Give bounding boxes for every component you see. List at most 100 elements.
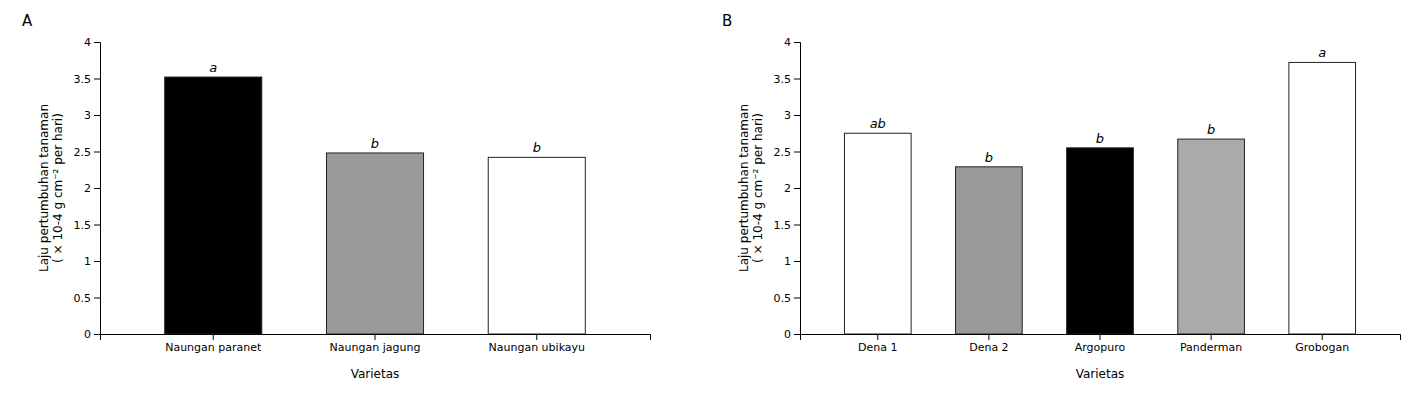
tick-label: 3.5 [74,73,92,86]
x-axis-title: Varietas [351,367,400,381]
tick-label: 0 [84,328,91,341]
x-axis: Naungan paranet Naungan jagung Naungan ubi… [101,334,651,354]
annotation: b [1096,131,1104,146]
tick-mark [794,115,800,116]
tick: Naungan jagung [330,334,421,354]
tick: 3.5 [74,73,101,86]
tick: Naungan paranet [165,334,262,354]
y-axis-title-line: ( × 10-4 g cm⁻² per hari) [751,113,765,263]
panel: ab b b b a 0 0.5 1 1.5 2 2.5 3 3.5 4 Dena 1 Dena 2 Argop… [722,12,1401,381]
tick-label: Dena 2 [969,341,1008,354]
tick-label: Grobogan [1295,341,1349,354]
bar [1067,148,1134,334]
tick-mark [794,152,800,153]
tick-label: Naungan paranet [165,341,262,354]
tick-label: 3 [84,109,91,122]
tick: 1.5 [774,219,801,232]
annotation: b [533,140,541,155]
tick-label: Panderman [1180,341,1242,354]
tick-mark [94,115,100,116]
tick-mark [1322,334,1323,340]
y-axis-title: Laju pertumbuhan tanaman( × 10-4 g cm⁻² … [737,104,765,272]
bar [165,77,262,334]
tick-mark [794,298,800,299]
tick: Grobogan [1295,334,1349,354]
tick: 1 [84,255,100,268]
bars [165,77,586,334]
tick-mark [375,334,376,340]
tick-label: 2 [784,182,791,195]
tick-label: 2.5 [74,146,92,159]
panel-title: B [722,12,732,30]
tick-label: 2 [84,182,91,195]
tick: 4 [84,36,100,49]
bar [488,157,585,334]
tick-label: Naungan ubikayu [489,341,586,354]
tick: Panderman [1180,334,1242,354]
panel: abb00.511.522.533.54Naungan paranetNaung… [22,12,651,381]
annotations: abb [209,60,541,155]
tick-mark [94,152,100,153]
bar [326,153,423,334]
tick-mark [94,334,100,335]
axis-line [794,43,801,335]
tick-mark [536,334,537,340]
tick: 1.5 [74,219,101,232]
bar [1178,139,1245,334]
x-axis-title: Varietas [1076,367,1125,381]
tick-label: 2.5 [774,146,792,159]
tick-mark [794,225,800,226]
y-axis: 0 0.5 1 1.5 2 2.5 3 3.5 4 [74,36,101,341]
panel-title: A [22,12,33,30]
tick: Dena 1 [858,334,897,354]
tick: 2.5 [774,146,801,159]
bar [956,167,1023,334]
tick-mark [794,334,800,335]
tick-mark [794,42,800,43]
tick-label: 1 [784,255,791,268]
annotation: a [1318,45,1326,60]
tick-label: Naungan jagung [330,341,421,354]
axis-line [101,335,651,341]
tick: 0 [784,328,800,341]
axis-line [801,335,1401,341]
tick: 0.5 [774,292,801,305]
tick-label: Argopuro [1075,341,1126,354]
tick-mark [94,261,100,262]
annotation: b [1207,122,1215,137]
tick-mark [877,334,878,340]
bar [1289,62,1356,334]
tick-label: Dena 1 [858,341,897,354]
annotation: ab [870,116,886,131]
tick: 2 [84,182,100,195]
annotations: ab b b b a [870,45,1327,164]
tick: Naungan ubikayu [489,334,586,354]
tick-label: 4 [84,36,91,49]
tick: 1 [784,255,800,268]
tick-label: 1.5 [774,219,792,232]
tick-mark [94,42,100,43]
tick-mark [794,261,800,262]
tick-label: 3 [784,109,791,122]
tick: 3 [84,109,100,122]
tick-label: 4 [784,36,791,49]
chart-svg: abb00.511.522.533.54Naungan paranetNaung… [0,0,1424,396]
y-axis-title-line: Laju pertumbuhan tanaman [37,104,51,272]
tick-mark [94,79,100,80]
tick-mark [1211,334,1212,340]
tick-mark [988,334,989,340]
tick-label: 1 [84,255,91,268]
tick-label: 1.5 [74,219,92,232]
tick-label: 3.5 [774,73,792,86]
tick: Dena 2 [969,334,1008,354]
tick-mark [94,298,100,299]
tick: 0 [84,328,100,341]
tick: 0.5 [74,292,101,305]
y-axis-title: Laju pertumbuhan tanaman( × 10-4 g cm⁻² … [37,104,65,272]
tick-label: 0 [784,328,791,341]
x-axis: Dena 1 Dena 2 Argopuro Panderman Grobogan [801,334,1401,354]
bars [844,62,1355,334]
axis-line [94,43,101,335]
tick: 2.5 [74,146,101,159]
annotation: b [985,150,993,165]
